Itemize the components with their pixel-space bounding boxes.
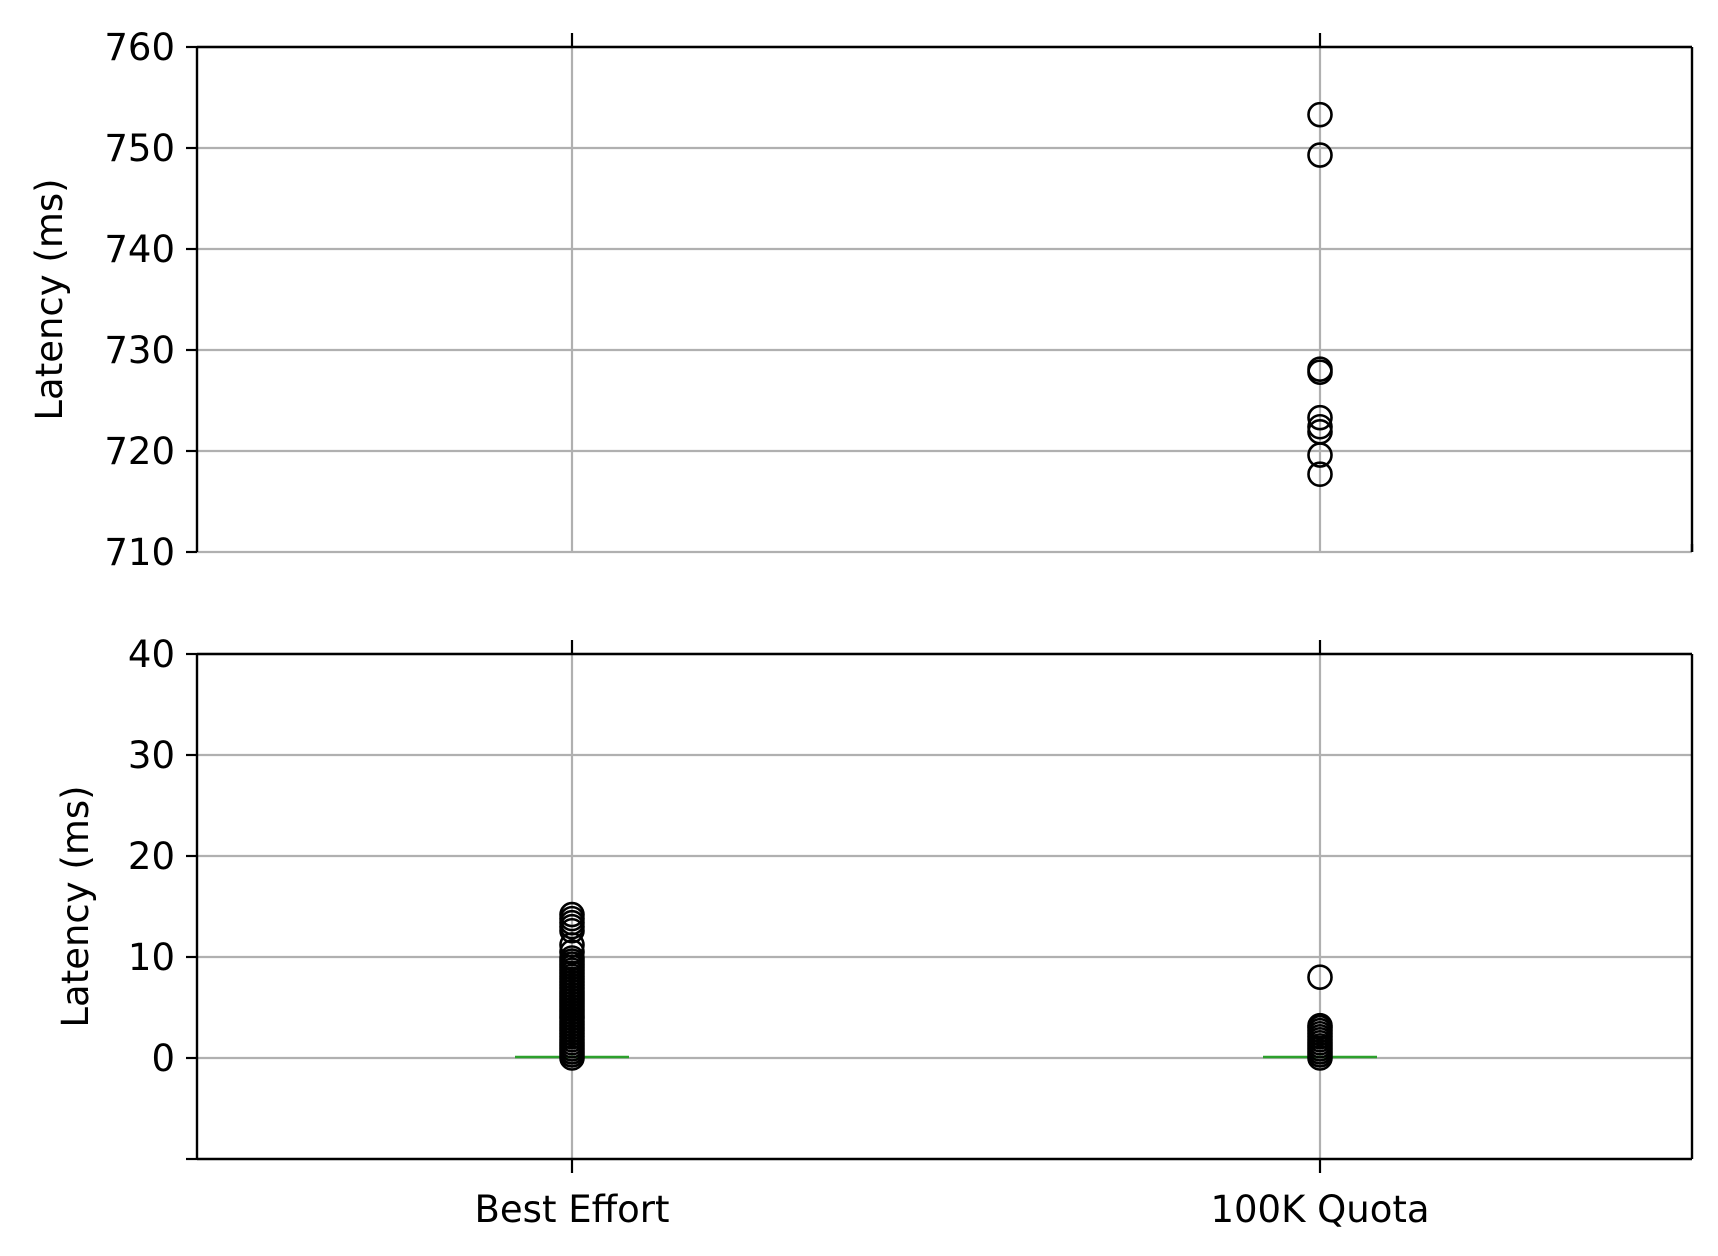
x-tick-label: 100K Quota — [1210, 1188, 1429, 1231]
y-tick-label: 0 — [151, 1037, 175, 1080]
outlier-point — [559, 901, 585, 928]
outlier-point — [1307, 413, 1333, 440]
y-tick-label: 730 — [104, 329, 175, 372]
y-tick-label: 20 — [128, 835, 175, 878]
y-tick-label: 40 — [128, 633, 175, 676]
y-tick-label: 740 — [104, 228, 175, 271]
outlier-point — [1307, 964, 1333, 991]
y-tick-label: 30 — [128, 734, 175, 777]
x-tick-label: Best Effort — [475, 1188, 670, 1231]
y-axis-label: Latency (ms) — [28, 178, 71, 420]
outlier-point — [1307, 101, 1333, 128]
outlier-point — [559, 939, 585, 965]
y-tick-label: 10 — [128, 936, 175, 979]
y-axis-label: Latency (ms) — [54, 785, 97, 1027]
outlier-point — [1307, 1012, 1333, 1039]
outlier-point — [1307, 142, 1333, 168]
outlier-point — [1307, 404, 1333, 431]
outlier-point — [1307, 461, 1333, 488]
outlier-point — [559, 945, 585, 971]
y-tick-label: 750 — [104, 127, 175, 170]
y-tick-label: 720 — [104, 430, 175, 473]
y-tick-label: 760 — [104, 26, 175, 69]
outlier-point — [1307, 356, 1333, 382]
y-tick-label: 710 — [104, 531, 175, 574]
